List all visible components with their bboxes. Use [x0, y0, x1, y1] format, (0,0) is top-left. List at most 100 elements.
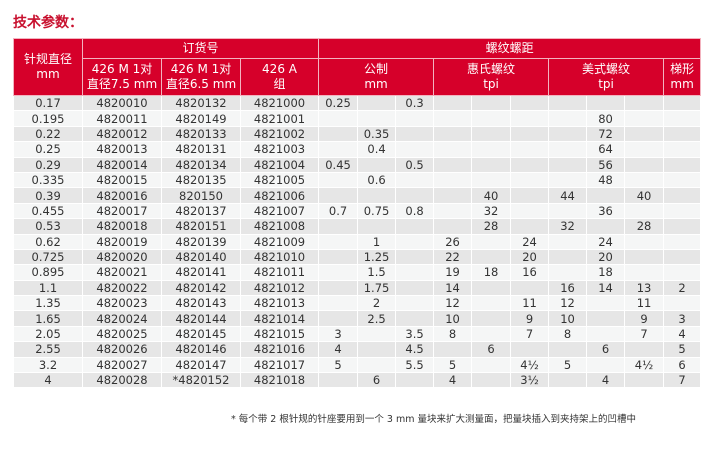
table-cell [548, 156, 588, 173]
table-cell: 4820135 [161, 171, 241, 189]
table-cell: 4820021 [82, 264, 162, 281]
table-cell [586, 295, 626, 312]
table-cell: 4821013 [239, 295, 320, 312]
table-row: 1.65 4820024 4820144 4821014 2.5 10 9 10 9 3 [13, 310, 702, 327]
table-cell [663, 141, 702, 158]
table-cell [471, 248, 512, 266]
table-cell: 4820023 [82, 295, 162, 312]
table-cell [548, 372, 588, 389]
table-cell [395, 125, 435, 143]
table-cell [433, 187, 473, 204]
table-cell [433, 141, 473, 158]
table-row: 3.2 4820027 4820147 4821017 5 5.5 5 4½ 5 4½ 6 [13, 356, 702, 374]
table-cell: 0.62 [13, 233, 83, 250]
table-cell: 4820011 [82, 110, 162, 127]
table-cell [548, 341, 588, 358]
table-cell [471, 94, 512, 112]
table-cell: 72 [586, 125, 626, 143]
table-cell [624, 110, 665, 127]
table-cell: 4820146 [161, 341, 241, 358]
table-cell [395, 171, 435, 189]
table-cell [318, 248, 359, 266]
table-cell: 0.29 [13, 156, 83, 173]
table-cell [624, 202, 665, 220]
table-cell [548, 202, 588, 220]
table-cell [624, 372, 665, 389]
table-cell: 4820010 [82, 94, 162, 112]
table-cell: 18 [586, 264, 626, 281]
table-cell [318, 279, 359, 297]
footnote: * 每个带 2 根针规的针座要用到一个 3 mm 量块来扩大测量面，把量块插入到… [231, 414, 636, 425]
table-cell: 0.17 [13, 94, 83, 112]
table-cell [471, 310, 512, 327]
table-cell: 1 [357, 233, 397, 250]
table-cell: 3.5 [395, 325, 435, 343]
table-cell: 1.1 [13, 279, 83, 297]
table-row: 0.335 4820015 4820135 4821005 0.6 48 [13, 171, 702, 189]
table-cell: 8 [548, 325, 588, 343]
table-cell: 0.455 [13, 202, 83, 220]
table-cell: 16 [510, 264, 550, 281]
table-cell: 40 [471, 187, 512, 204]
table-cell: 4820018 [82, 218, 162, 235]
table-cell: 4820144 [161, 310, 241, 327]
table-cell: 0.3 [395, 94, 435, 112]
table-cell: 5 [433, 356, 473, 374]
table-cell [395, 295, 435, 312]
table-cell: 28 [624, 218, 665, 235]
table-cell: 2 [357, 295, 397, 312]
table-cell: 4 [663, 325, 702, 343]
table-cell: 0.195 [13, 110, 83, 127]
table-cell [548, 248, 588, 266]
table-cell [395, 279, 435, 297]
table-cell: 13 [624, 279, 665, 297]
table-cell: 4 [433, 372, 473, 389]
table-cell [510, 187, 550, 204]
table-cell [663, 125, 702, 143]
table-cell: 5 [318, 356, 359, 374]
table-cell: 4821006 [239, 187, 320, 204]
table-cell [548, 141, 588, 158]
table-cell: 5 [663, 341, 702, 358]
table-row: 0.29 4820014 4820134 4821004 0.45 0.5 56 [13, 156, 702, 173]
table-cell [471, 372, 512, 389]
table-cell: 4820149 [161, 110, 241, 127]
table-cell [510, 279, 550, 297]
table-cell: 4820132 [161, 94, 241, 112]
table-cell: 36 [586, 202, 626, 220]
table-cell: 6 [357, 372, 397, 389]
table-cell: 4820140 [161, 248, 241, 266]
table-cell: 0.39 [13, 187, 83, 204]
table-cell [510, 125, 550, 143]
table-cell: 4820022 [82, 279, 162, 297]
table-cell: 4821001 [239, 110, 320, 127]
table-cell: 4820016 [82, 187, 162, 204]
table-cell [395, 141, 435, 158]
table-cell: 5.5 [395, 356, 435, 374]
table-cell [471, 356, 512, 374]
table-cell: 16 [548, 279, 588, 297]
table-cell: 4821000 [239, 94, 320, 112]
table-cell: 0.725 [13, 248, 83, 266]
table-cell: *4820152 [161, 372, 241, 389]
table-cell [395, 372, 435, 389]
table-cell [433, 125, 473, 143]
table-cell [395, 233, 435, 250]
table-cell [548, 125, 588, 143]
table-cell: 8 [433, 325, 473, 343]
table-cell: 0.7 [318, 202, 359, 220]
table-cell: 1.25 [357, 248, 397, 266]
table-cell: 7 [624, 325, 665, 343]
table-row: 2.55 4820026 4820146 4821016 4 4.5 6 6 5 [13, 341, 702, 358]
table-cell: 4820026 [82, 341, 162, 358]
table-cell: 0.35 [357, 125, 397, 143]
table-cell: 2.55 [13, 341, 83, 358]
table-cell: 22 [433, 248, 473, 266]
table-cell: 4820137 [161, 202, 241, 220]
table-cell: 11 [624, 295, 665, 312]
table-cell: 4820143 [161, 295, 241, 312]
table-cell [548, 233, 588, 250]
table-cell [663, 264, 702, 281]
table-cell: 2.5 [357, 310, 397, 327]
table-cell [510, 218, 550, 235]
